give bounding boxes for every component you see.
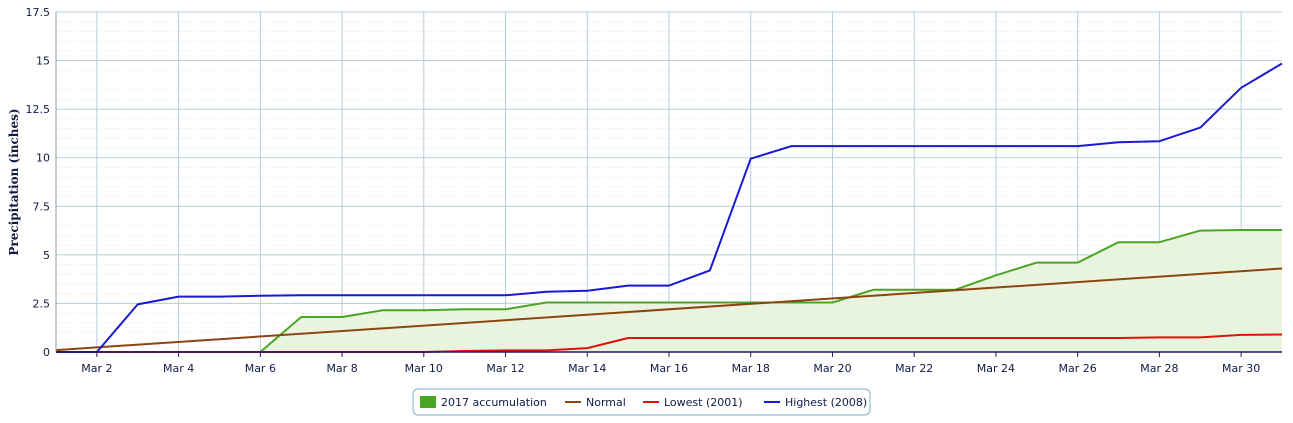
x-tick-label: Mar 12 xyxy=(486,362,524,375)
x-tick-label: Mar 6 xyxy=(245,362,276,375)
legend-label: Normal xyxy=(586,396,626,409)
x-tick-label: Mar 4 xyxy=(163,362,194,375)
legend-label: 2017 accumulation xyxy=(441,396,547,409)
x-tick-label: Mar 2 xyxy=(81,362,112,375)
x-tick-label: Mar 10 xyxy=(405,362,443,375)
series-area-2017-accumulation xyxy=(56,230,1282,352)
x-tick-label: Mar 14 xyxy=(568,362,606,375)
legend-label: Lowest (2001) xyxy=(664,396,743,409)
x-tick-label: Mar 24 xyxy=(977,362,1015,375)
y-tick-label: 7.5 xyxy=(33,200,51,213)
y-tick-label: 5 xyxy=(43,249,50,262)
y-tick-label: 0 xyxy=(43,346,50,359)
series-line-normal xyxy=(55,267,1283,352)
series-line-highest-2008 xyxy=(56,62,1283,353)
x-tick-label: Mar 28 xyxy=(1140,362,1178,375)
tick-labels: 0 2.5 5 7.5 10 12.5 15 17.5 Mar 2 Mar 4 Mar 6 Mar 8… xyxy=(26,6,1261,375)
y-tick-label: 17.5 xyxy=(26,6,51,19)
legend-swatch xyxy=(420,396,436,408)
x-tick-label: Mar 18 xyxy=(732,362,770,375)
y-axis-label: Precipitation (inches) xyxy=(7,108,21,255)
y-tick-label: 15 xyxy=(36,55,50,68)
x-tick-label: Mar 20 xyxy=(813,362,851,375)
legend: 2017 accumulation Normal Lowest (2001) High… xyxy=(412,388,871,416)
x-tick-label: Mar 8 xyxy=(326,362,357,375)
y-tick-label: 10 xyxy=(36,152,50,165)
legend-box xyxy=(412,388,871,416)
y-tick-label: 2.5 xyxy=(33,297,51,310)
x-tick-label: Mar 26 xyxy=(1059,362,1097,375)
x-tick-label: Mar 16 xyxy=(650,362,688,375)
x-tick-label: Mar 22 xyxy=(895,362,933,375)
y-tick-label: 12.5 xyxy=(26,103,51,116)
x-tick-label: Mar 30 xyxy=(1222,362,1260,375)
legend-label: Highest (2008) xyxy=(785,396,867,409)
axes-layer xyxy=(55,12,1282,357)
